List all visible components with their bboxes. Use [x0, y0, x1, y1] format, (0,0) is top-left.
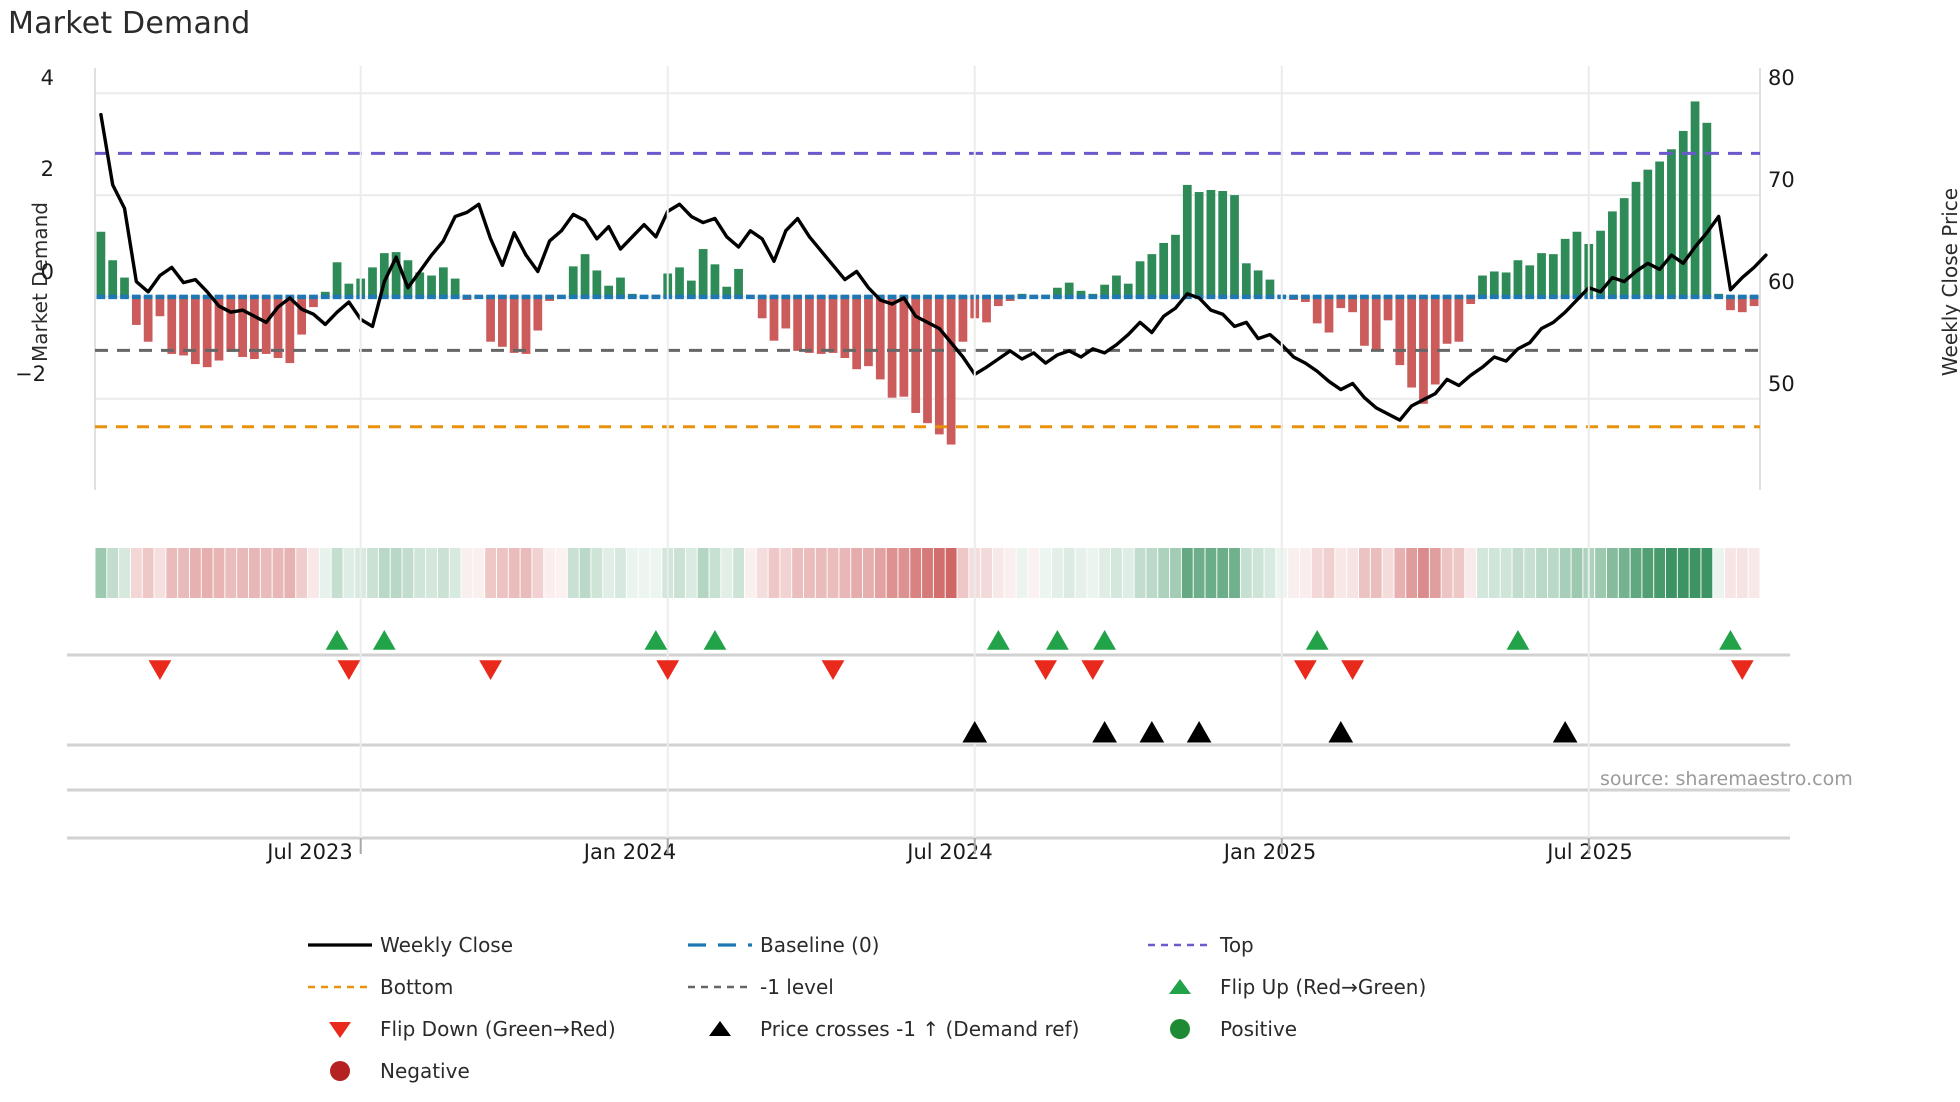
legend-item-minus-one-level[interactable]: -1 level	[680, 972, 1140, 1002]
legend-item-negative[interactable]: Negative	[300, 1056, 680, 1086]
y-right-tick-70: 70	[1768, 168, 1795, 192]
legend-item-flip-down[interactable]: Flip Down (Green→Red)	[300, 1014, 680, 1044]
x-tick-jul-2023: Jul 2023	[267, 840, 353, 864]
legend-label: Flip Down (Green→Red)	[380, 1017, 616, 1041]
legend-spacer	[680, 1056, 1140, 1086]
chart-legend: Weekly Close Baseline (0) Top Bottom -	[300, 930, 1680, 1086]
dotted-line-icon	[300, 974, 380, 1000]
legend-item-positive[interactable]: Positive	[1140, 1014, 1560, 1044]
legend-spacer	[1140, 1056, 1560, 1086]
circle-icon	[300, 1058, 380, 1084]
page-title: Market Demand	[8, 6, 251, 41]
triangle-up-icon	[1140, 974, 1220, 1000]
triangle-up-icon	[680, 1016, 760, 1042]
legend-label: Negative	[380, 1059, 470, 1083]
dotted-line-icon	[680, 974, 760, 1000]
x-tick-jan-2024: Jan 2024	[583, 840, 677, 864]
legend-item-flip-up[interactable]: Flip Up (Red→Green)	[1140, 972, 1560, 1002]
solid-line-icon	[300, 932, 380, 958]
legend-item-top[interactable]: Top	[1140, 930, 1560, 960]
triangle-down-icon	[300, 1016, 380, 1042]
y-left-tick-2: 2	[40, 157, 54, 181]
legend-label: Baseline (0)	[760, 933, 880, 957]
y-right-tick-50: 50	[1768, 372, 1795, 396]
legend-item-bottom[interactable]: Bottom	[300, 972, 680, 1002]
legend-label: Bottom	[380, 975, 454, 999]
legend-label: -1 level	[760, 975, 834, 999]
legend-label: Price crosses -1 ↑ (Demand ref)	[760, 1017, 1080, 1041]
legend-label: Weekly Close	[380, 933, 514, 957]
legend-item-price-crosses[interactable]: Price crosses -1 ↑ (Demand ref)	[680, 1014, 1140, 1044]
y-right-tick-60: 60	[1768, 270, 1795, 294]
dashed-line-icon	[680, 932, 760, 958]
legend-item-baseline[interactable]: Baseline (0)	[680, 930, 1140, 960]
circle-icon	[1140, 1016, 1220, 1042]
x-tick-jul-2024: Jul 2024	[907, 840, 993, 864]
legend-item-weekly-close[interactable]: Weekly Close	[300, 930, 680, 960]
source-note: source: sharemaestro.com	[1600, 768, 1853, 790]
y-right-tick-80: 80	[1768, 66, 1795, 90]
legend-label: Top	[1220, 933, 1254, 957]
legend-label: Flip Up (Red→Green)	[1220, 975, 1427, 999]
x-tick-jan-2025: Jan 2025	[1223, 840, 1317, 864]
dotted-line-icon	[1140, 932, 1220, 958]
y-left-tick-0: 0	[40, 260, 54, 284]
legend-label: Positive	[1220, 1017, 1298, 1041]
y-left-tick-4: 4	[40, 66, 54, 90]
y-left-tick-neg2: −2	[15, 362, 46, 386]
x-tick-jul-2025: Jul 2025	[1547, 840, 1633, 864]
